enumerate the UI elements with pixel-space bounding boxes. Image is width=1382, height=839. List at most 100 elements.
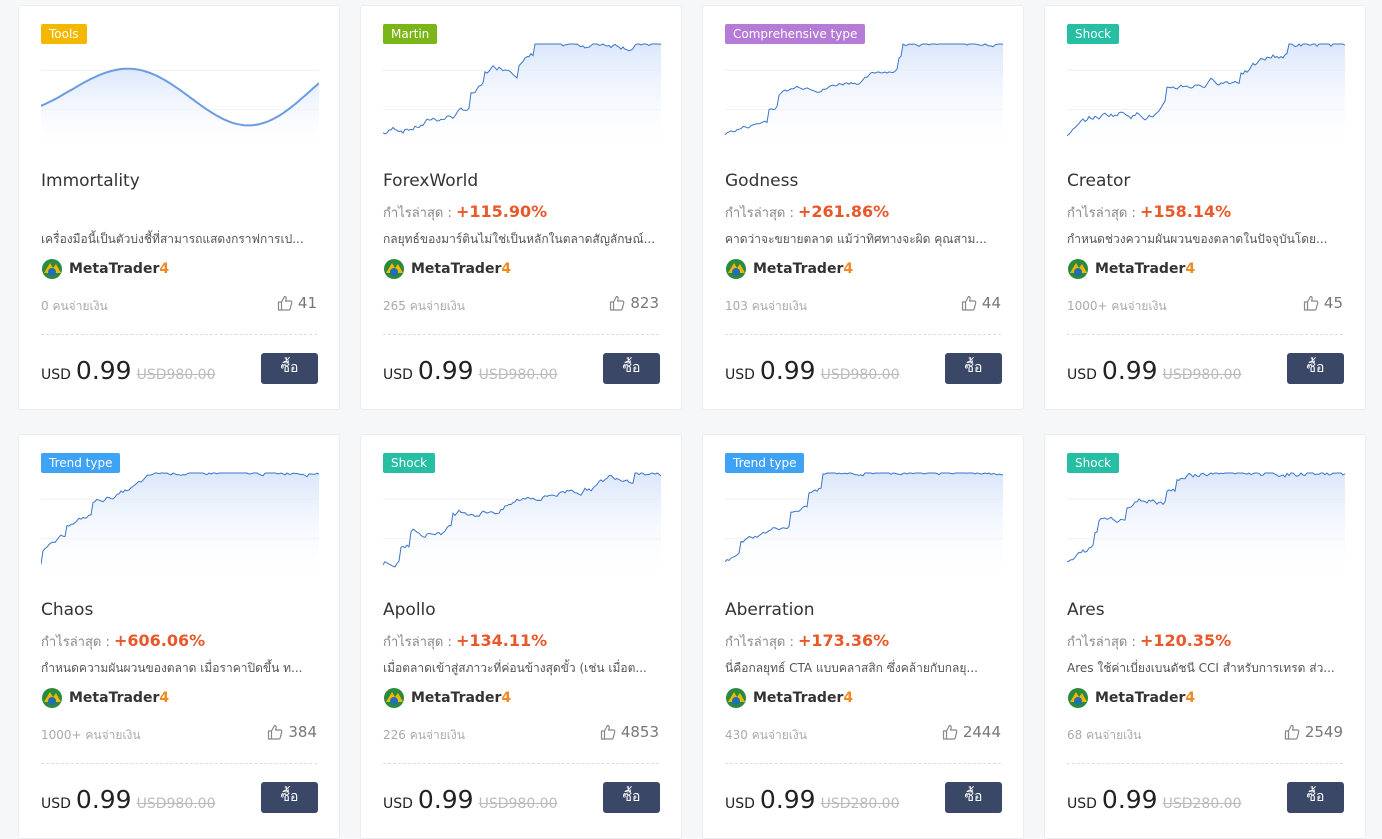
platform-name: MetaTrader4 — [69, 261, 169, 277]
buy-button[interactable]: ซื้อ — [945, 782, 1002, 813]
currency: USD — [41, 367, 71, 383]
product-title: Ares — [1067, 600, 1105, 620]
product-card: Trend type Chaos กำไรล่าสุด : +606.06% กำหน… — [18, 434, 340, 839]
platform-version: 4 — [843, 690, 854, 706]
profit-label: กำไรล่าสุด : — [1067, 206, 1136, 221]
price: 0.99 — [417, 785, 474, 814]
separator — [725, 763, 1001, 764]
platform-version: 4 — [501, 690, 512, 706]
like-icon — [600, 724, 616, 740]
category-tag: Shock — [1067, 24, 1120, 44]
product-title: ForexWorld — [383, 171, 479, 191]
likes[interactable]: 45 — [1303, 294, 1343, 312]
buyers-count: 0 คนจ่ายเงิน — [41, 299, 108, 313]
buy-button[interactable]: ซื้อ — [1287, 353, 1344, 384]
description: กำหนดช่วงความผันผวนของตลาดในปัจจุบันโดย.… — [1067, 232, 1328, 246]
likes-count: 2444 — [962, 723, 1001, 741]
product-card: Shock Creator กำไรล่าสุด : +158.14% กำหนดช่… — [1044, 5, 1366, 410]
description: กลยุทธ์ของมาร์ตินไม่ใช่เป็นหลักในตลาดสัญ… — [383, 232, 656, 246]
platform: MetaTrader4 — [41, 687, 169, 709]
equity-thumbnail — [383, 43, 661, 156]
profit-label: กำไรล่าสุด : — [725, 206, 794, 221]
equity-thumbnail — [383, 472, 661, 585]
separator — [1067, 763, 1343, 764]
platform-logo — [726, 259, 746, 279]
buy-button[interactable]: ซื้อ — [945, 353, 1002, 384]
buyers-count: 430 คนจ่ายเงิน — [725, 728, 807, 742]
profit-value: +158.14% — [1140, 202, 1232, 221]
buy-button[interactable]: ซื้อ — [261, 353, 318, 384]
platform-version: 4 — [501, 261, 512, 277]
profit-value: +115.90% — [456, 202, 548, 221]
profit-row: กำไรล่าสุด : +134.11% — [383, 631, 547, 652]
price: 0.99 — [759, 356, 816, 385]
old-price: USD980.00 — [136, 367, 216, 383]
description: เครื่องมือนี้เป็นตัวบ่งชี้ที่สามารถแสดงก… — [41, 232, 304, 246]
old-price: USD980.00 — [820, 367, 900, 383]
buy-button[interactable]: ซื้อ — [261, 782, 318, 813]
platform-version: 4 — [843, 261, 854, 277]
platform: MetaTrader4 — [41, 258, 169, 280]
price: 0.99 — [1101, 785, 1158, 814]
likes[interactable]: 2444 — [942, 723, 1001, 741]
equity-thumbnail — [1067, 43, 1345, 156]
like-icon — [277, 295, 293, 311]
product-card: Martin ForexWorld กำไรล่าสุด : +115.90% กลย… — [360, 5, 682, 410]
buyers-count: 226 คนจ่ายเงิน — [383, 728, 465, 742]
platform-logo — [384, 688, 404, 708]
platform-name-text: MetaTrader — [753, 690, 844, 706]
price-row: USD 0.99 USD980.00 — [41, 785, 216, 814]
likes[interactable]: 44 — [961, 294, 1001, 312]
category-tag: Comprehensive type — [725, 24, 866, 44]
like-icon — [268, 724, 283, 740]
buyers-count: 265 คนจ่ายเงิน — [383, 299, 465, 313]
buy-button[interactable]: ซื้อ — [603, 782, 660, 813]
platform-name: MetaTrader4 — [69, 690, 169, 706]
buy-button[interactable]: ซื้อ — [603, 353, 660, 384]
separator — [725, 334, 1001, 335]
likes[interactable]: 4853 — [600, 723, 659, 741]
like-icon — [942, 724, 958, 740]
profit-row: กำไรล่าสุด : +158.14% — [1067, 202, 1231, 223]
price-row: USD 0.99 USD980.00 — [41, 356, 216, 385]
description: เมื่อตลาดเข้าสู่สภาวะที่ค่อนข้างสุดขั้ว … — [383, 661, 647, 675]
platform-name-text: MetaTrader — [411, 690, 502, 706]
product-card: Comprehensive type Godness กำไรล่าสุด : +2… — [702, 5, 1024, 410]
old-price: USD980.00 — [478, 367, 558, 383]
currency: USD — [1067, 796, 1097, 812]
product-title: Godness — [725, 171, 799, 191]
price: 0.99 — [759, 785, 816, 814]
likes[interactable]: 41 — [277, 294, 317, 312]
likes-count: 384 — [288, 723, 317, 741]
equity-thumbnail — [725, 43, 1003, 156]
currency: USD — [41, 796, 71, 812]
platform-logo — [42, 259, 62, 279]
platform: MetaTrader4 — [383, 258, 511, 280]
likes[interactable]: 384 — [267, 723, 317, 741]
likes-count: 41 — [297, 294, 317, 312]
platform-name: MetaTrader4 — [411, 690, 511, 706]
profit-label: กำไรล่าสุด : — [41, 635, 110, 650]
description: Ares ใช้ค่าเบี่ยงเบนดัชนี CCI สำหรับการเ… — [1067, 661, 1335, 675]
likes-count: 4853 — [620, 723, 659, 741]
likes[interactable]: 823 — [609, 294, 659, 312]
old-price: USD280.00 — [1162, 796, 1242, 812]
currency: USD — [1067, 367, 1097, 383]
old-price: USD980.00 — [1162, 367, 1242, 383]
buy-button[interactable]: ซื้อ — [1287, 782, 1344, 813]
old-price: USD980.00 — [136, 796, 216, 812]
profit-row: กำไรล่าสุด : +115.90% — [383, 202, 547, 223]
platform-name-text: MetaTrader — [69, 690, 160, 706]
profit-value: +120.35% — [1140, 631, 1232, 650]
platform-name: MetaTrader4 — [753, 261, 853, 277]
likes[interactable]: 2549 — [1284, 723, 1343, 741]
description: นี่คือกลยุทธ์ CTA แบบคลาสสิก ซึ่งคล้ายกั… — [725, 661, 978, 675]
platform: MetaTrader4 — [725, 258, 853, 280]
category-tag: Shock — [1067, 453, 1120, 473]
product-card: Tools Immortality เครื่องมือนี้เป็นตัวบ่งช… — [18, 5, 340, 410]
platform-name: MetaTrader4 — [753, 690, 853, 706]
platform: MetaTrader4 — [383, 687, 511, 709]
profit-label: กำไรล่าสุด : — [1067, 635, 1136, 650]
like-icon — [1303, 295, 1319, 311]
platform: MetaTrader4 — [725, 687, 853, 709]
